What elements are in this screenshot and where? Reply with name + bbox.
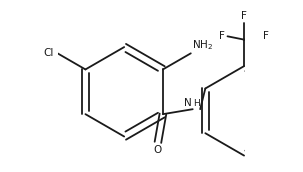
Text: O: O [153, 145, 161, 155]
Text: F: F [219, 31, 225, 41]
Text: N: N [184, 98, 192, 108]
Text: F: F [263, 31, 269, 41]
Text: Cl: Cl [44, 47, 54, 57]
Text: NH$_2$: NH$_2$ [192, 38, 214, 52]
Text: F: F [241, 10, 247, 21]
Text: H: H [194, 99, 200, 108]
